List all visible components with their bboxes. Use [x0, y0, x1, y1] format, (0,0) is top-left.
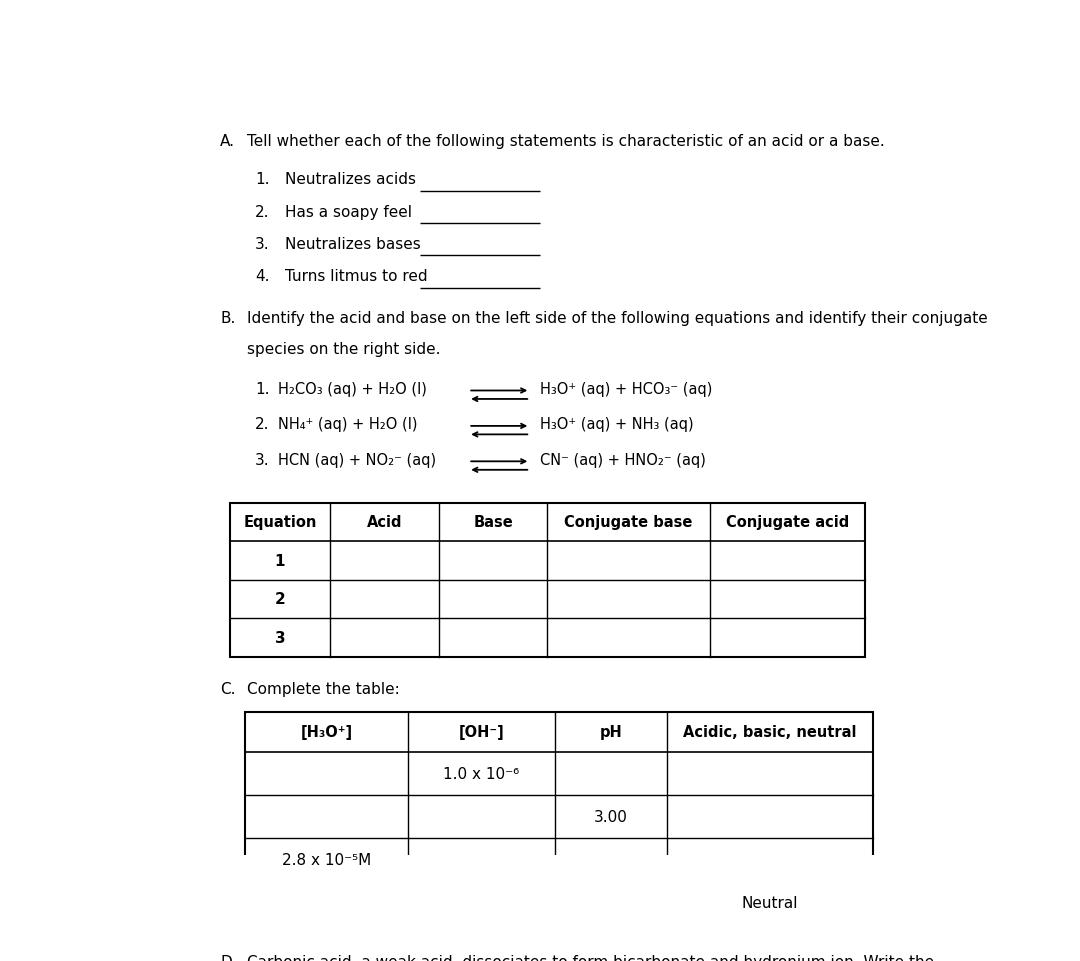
Text: Complete the table:: Complete the table: [247, 681, 400, 697]
Text: Neutralizes bases: Neutralizes bases [284, 236, 420, 252]
Text: CN⁻ (aq) + HNO₂⁻ (aq): CN⁻ (aq) + HNO₂⁻ (aq) [540, 453, 705, 467]
Text: 3.: 3. [255, 453, 270, 467]
Text: Identify the acid and base on the left side of the following equations and ident: Identify the acid and base on the left s… [247, 310, 988, 326]
Text: Equation: Equation [243, 515, 316, 530]
Text: HCN (aq) + NO₂⁻ (aq): HCN (aq) + NO₂⁻ (aq) [279, 453, 436, 467]
Text: 2.: 2. [255, 205, 270, 219]
Text: H₃O⁺ (aq) + NH₃ (aq): H₃O⁺ (aq) + NH₃ (aq) [540, 417, 693, 431]
Text: NH₄⁺ (aq) + H₂O (l): NH₄⁺ (aq) + H₂O (l) [279, 417, 418, 431]
Text: Neutralizes acids: Neutralizes acids [284, 172, 416, 187]
Text: [OH⁻]: [OH⁻] [459, 725, 504, 740]
Text: 1.: 1. [255, 382, 270, 397]
Text: species on the right side.: species on the right side. [247, 341, 441, 357]
Text: Conjugate acid: Conjugate acid [726, 515, 849, 530]
Bar [245, 712, 873, 924]
Text: Base: Base [473, 515, 513, 530]
Text: 3.00: 3.00 [594, 809, 629, 825]
Text: 1.0 x 10⁻⁶: 1.0 x 10⁻⁶ [444, 766, 519, 781]
Text: C.: C. [220, 681, 235, 697]
Text: Conjugate base: Conjugate base [565, 515, 693, 530]
Text: Acid: Acid [367, 515, 402, 530]
Text: Carbonic acid, a weak acid, dissociates to form bicarbonate and hydronium ion. W: Carbonic acid, a weak acid, dissociates … [247, 953, 934, 961]
Bar [230, 503, 865, 656]
Text: 3.: 3. [255, 236, 270, 252]
Text: pH: pH [599, 725, 622, 740]
Text: A.: A. [220, 134, 235, 149]
Text: Neutral: Neutral [742, 896, 798, 910]
Text: H₃O⁺ (aq) + HCO₃⁻ (aq): H₃O⁺ (aq) + HCO₃⁻ (aq) [540, 382, 712, 397]
Text: 2.: 2. [255, 417, 270, 431]
Text: 3: 3 [274, 630, 285, 645]
Text: 2: 2 [274, 592, 285, 606]
Text: Acidic, basic, neutral: Acidic, basic, neutral [684, 725, 856, 740]
Text: 1: 1 [274, 554, 285, 568]
Text: Turns litmus to red: Turns litmus to red [284, 269, 428, 284]
Text: Has a soapy feel: Has a soapy feel [284, 205, 411, 219]
Text: D.: D. [220, 953, 237, 961]
Text: B.: B. [220, 310, 235, 326]
Text: 1.: 1. [255, 172, 270, 187]
Text: [H₃O⁺]: [H₃O⁺] [300, 725, 352, 740]
Text: 2.8 x 10⁻⁵M: 2.8 x 10⁻⁵M [282, 852, 372, 868]
Text: H₂CO₃ (aq) + H₂O (l): H₂CO₃ (aq) + H₂O (l) [279, 382, 428, 397]
Text: Tell whether each of the following statements is characteristic of an acid or a : Tell whether each of the following state… [247, 134, 886, 149]
Text: 4.: 4. [255, 269, 270, 284]
